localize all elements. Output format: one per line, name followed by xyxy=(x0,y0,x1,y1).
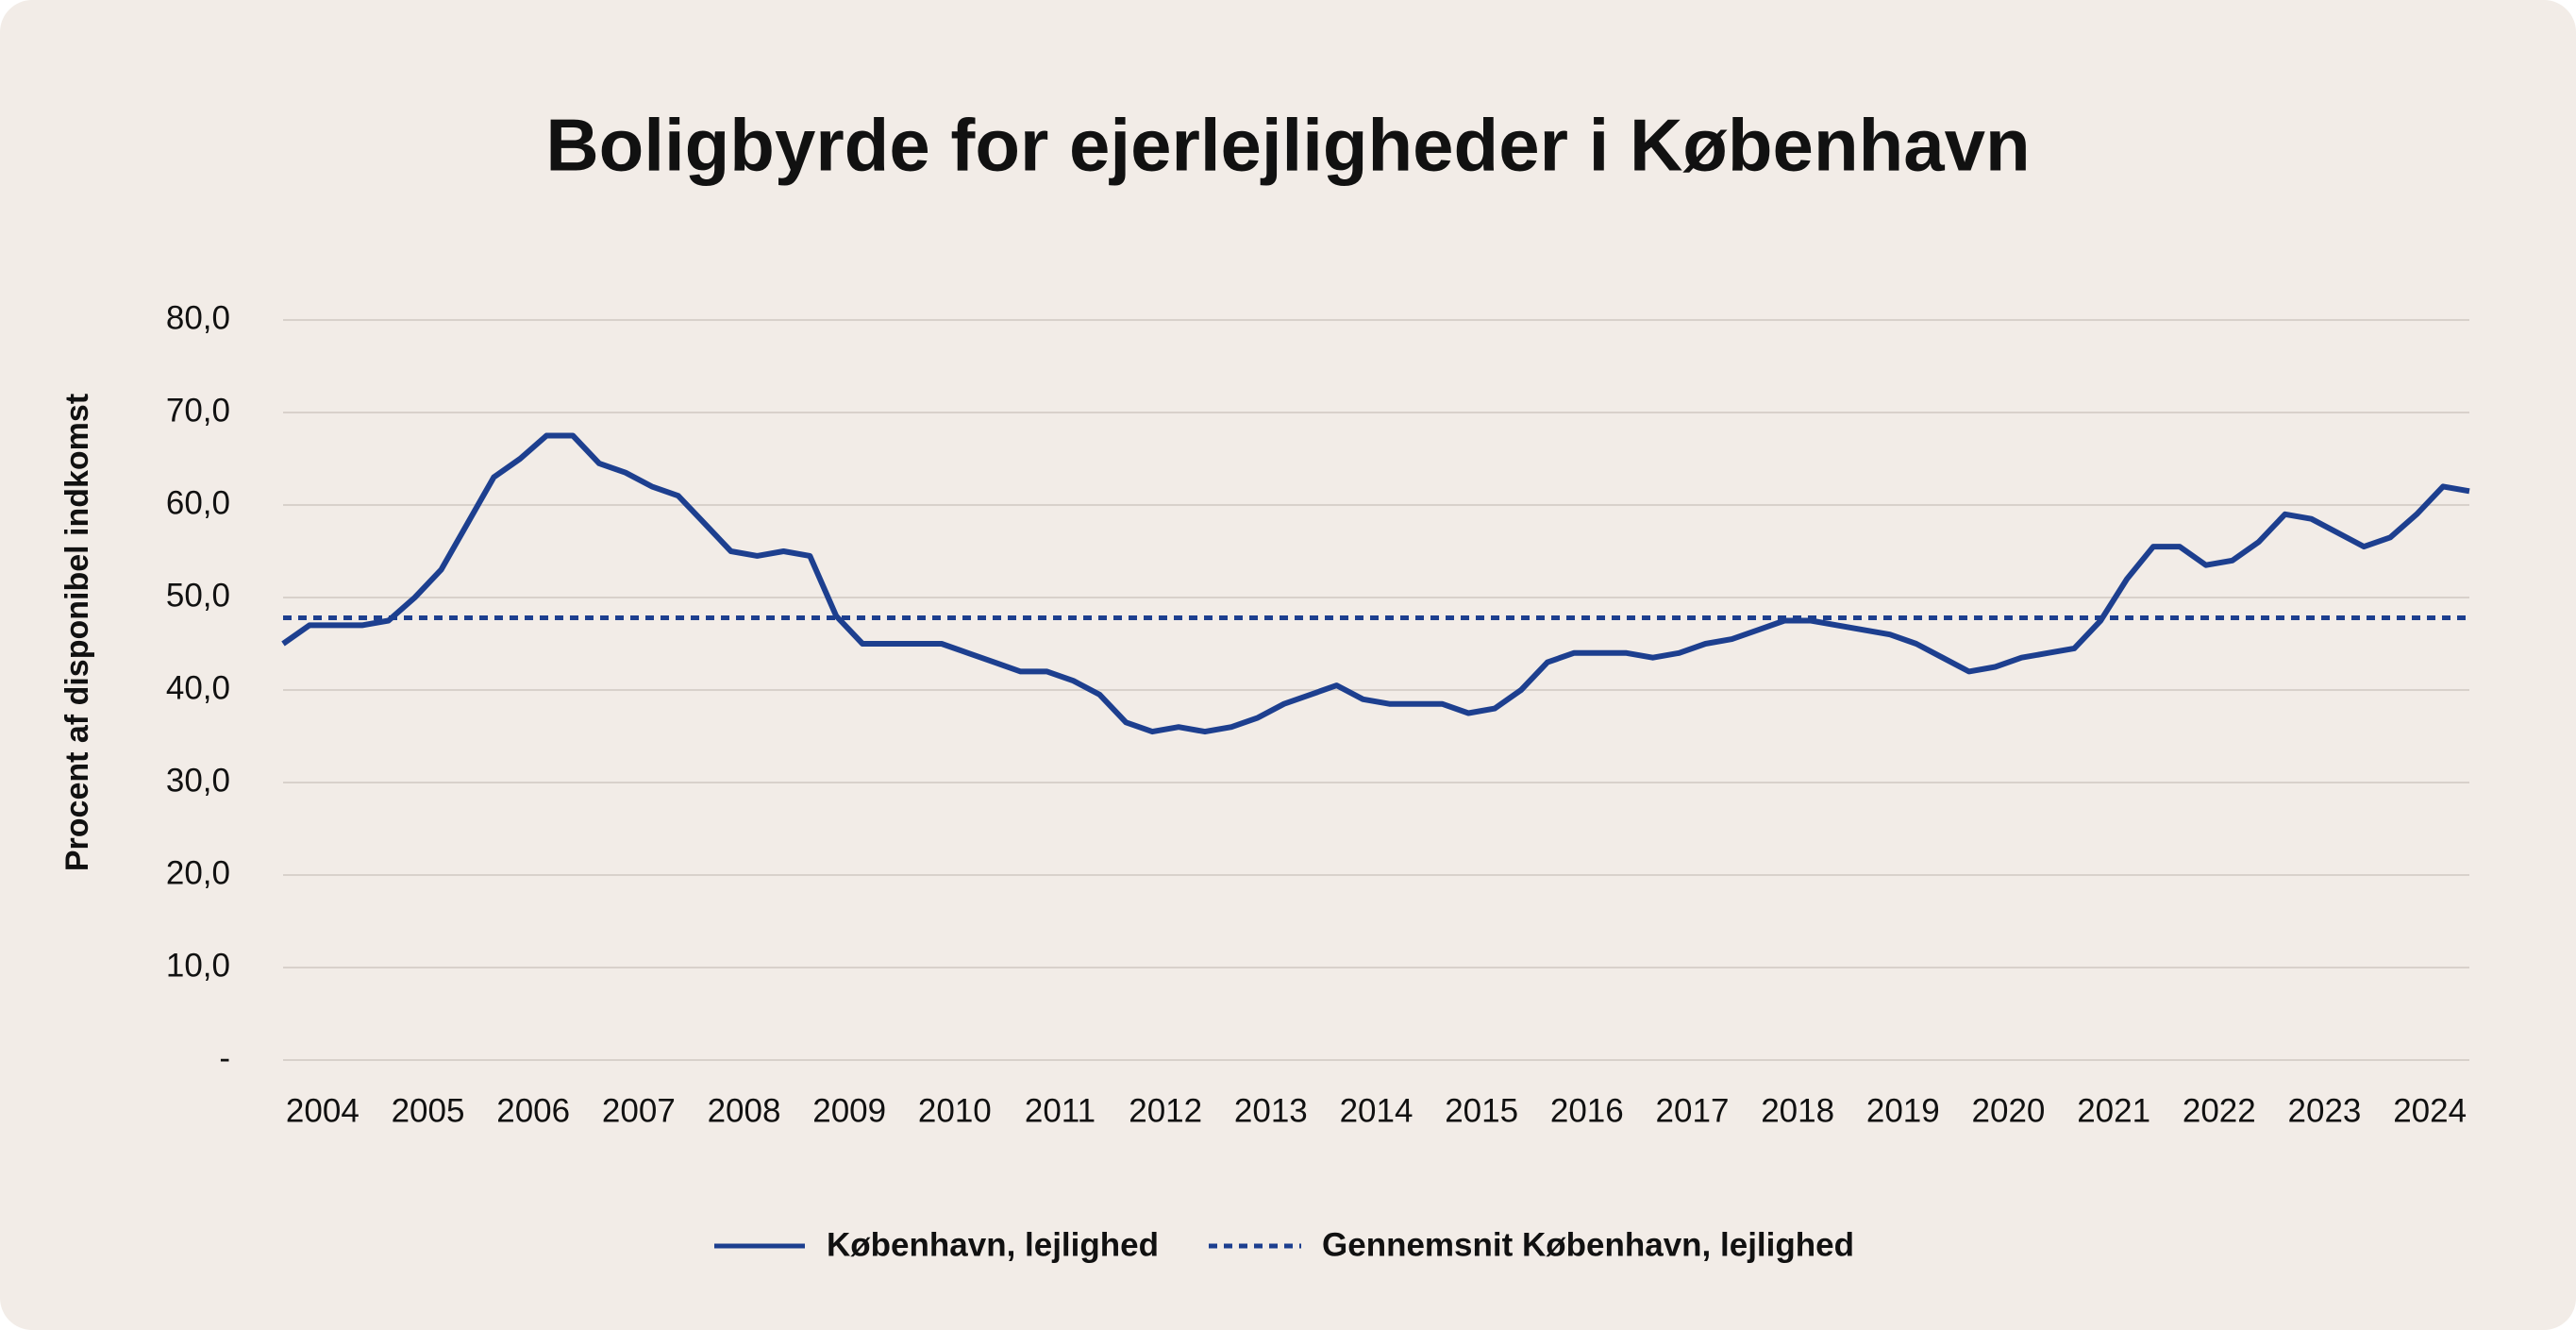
y-tick-label: 80,0 xyxy=(166,299,230,336)
data-line xyxy=(281,432,2470,735)
x-tick-label: 2016 xyxy=(1550,1092,1624,1129)
x-tick-label: 2018 xyxy=(1761,1092,1834,1129)
x-tick-label: 2015 xyxy=(1445,1092,1518,1129)
x-tick-label: 2010 xyxy=(918,1092,992,1129)
y-tick-label: 20,0 xyxy=(166,854,230,891)
x-tick-label: 2012 xyxy=(1129,1092,1202,1129)
x-tick-label: 2007 xyxy=(602,1092,676,1129)
y-tick-label: 30,0 xyxy=(166,762,230,799)
x-tick-label: 2013 xyxy=(1234,1092,1308,1129)
y-tick-label: 40,0 xyxy=(166,669,230,706)
y-tick-label: 60,0 xyxy=(166,484,230,521)
x-tick-label: 2005 xyxy=(392,1092,465,1129)
x-tick-label: 2020 xyxy=(1972,1092,2046,1129)
x-tick-label: 2023 xyxy=(2288,1092,2362,1129)
x-tick-label: 2021 xyxy=(2077,1092,2150,1129)
x-tick-label: 2017 xyxy=(1656,1092,1730,1129)
y-tick-label: 70,0 xyxy=(166,392,230,429)
y-tick-label: 50,0 xyxy=(166,577,230,614)
legend-label: København, lejlighed xyxy=(827,1226,1159,1263)
x-tick-label: 2022 xyxy=(2183,1092,2256,1129)
x-tick-label: 2024 xyxy=(2393,1092,2467,1129)
x-tick-label: 2014 xyxy=(1340,1092,1413,1129)
legend-label: Gennemsnit København, lejlighed xyxy=(1322,1226,1854,1263)
x-tick-label: 2009 xyxy=(812,1092,886,1129)
x-tick-label: 2011 xyxy=(1025,1092,1096,1129)
x-tick-label: 2008 xyxy=(708,1092,781,1129)
x-tick-label: 2006 xyxy=(496,1092,570,1129)
x-tick-label: 2019 xyxy=(1866,1092,1940,1129)
y-axis-title: Procent af disponibel indkomst xyxy=(59,394,95,871)
x-tick-label: 2004 xyxy=(286,1092,360,1129)
chart-title: Boligbyrde for ejerlejligheder i Københa… xyxy=(545,104,2030,187)
y-tick-label: - xyxy=(219,1039,230,1076)
y-tick-label: 10,0 xyxy=(166,947,230,984)
